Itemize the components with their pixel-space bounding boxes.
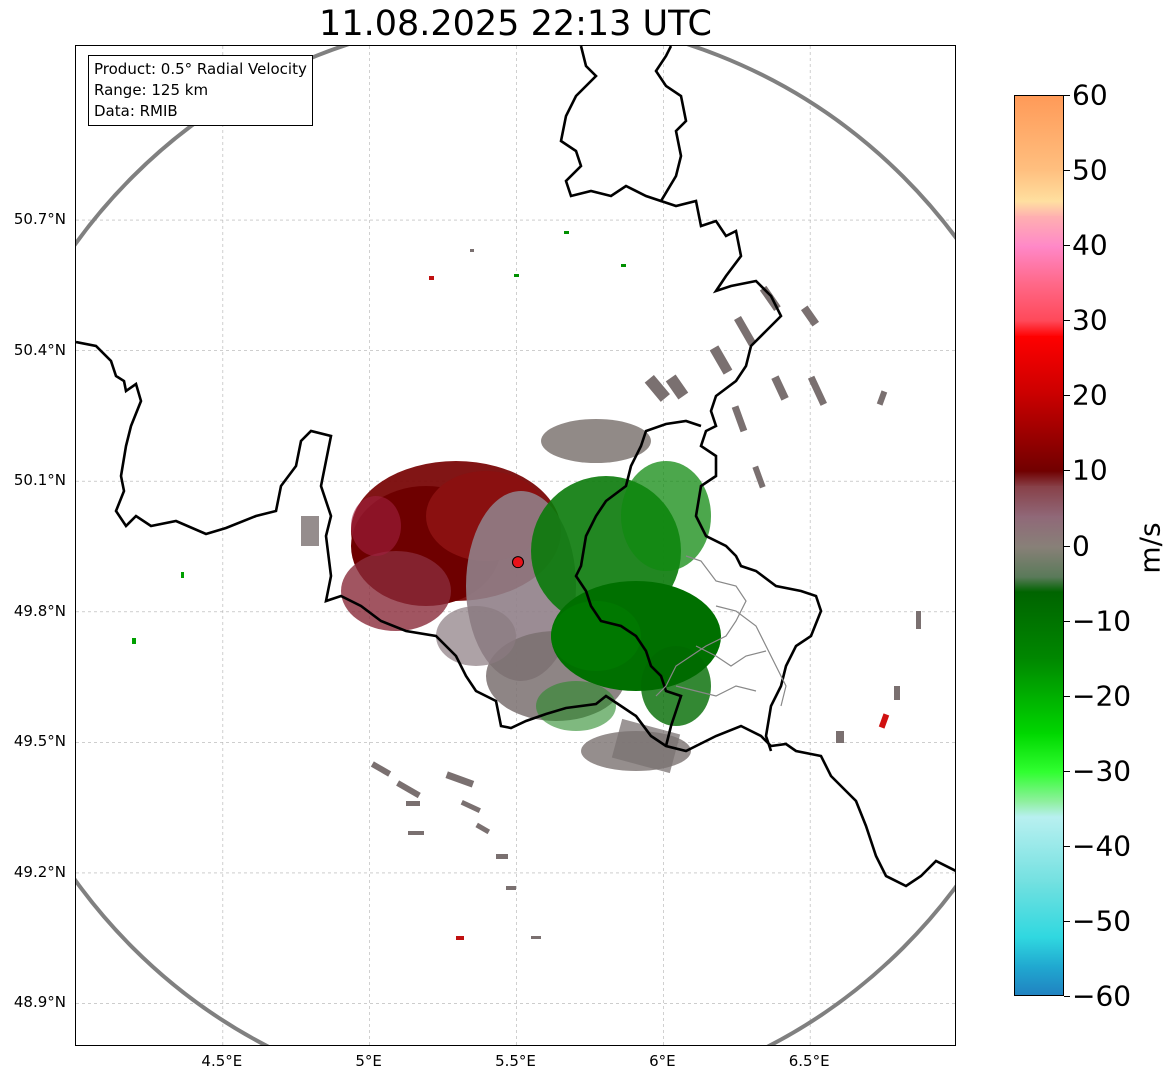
colorbar-tick (1064, 470, 1070, 472)
country-borders (76, 46, 955, 888)
colorbar-segment (1015, 771, 1063, 803)
radar-map-canvas[interactable] (76, 46, 956, 1046)
colorbar-tick-label: −40 (1072, 829, 1132, 863)
colorbar-tick-label: −10 (1072, 604, 1132, 638)
radar-site-marker[interactable] (511, 556, 524, 569)
colorbar-segment (1015, 246, 1063, 285)
lat-tick-label: 49.5°N (13, 732, 66, 751)
colorbar-segment (1015, 486, 1063, 517)
colorbar-tick-label: 50 (1072, 153, 1108, 187)
lat-tick-label: 50.1°N (13, 471, 66, 490)
colorbar-segment (1015, 321, 1063, 337)
lon-tick-label: 5.5°E (495, 1052, 536, 1070)
colorbar-tick (1064, 695, 1070, 697)
colorbar-tick-label: −50 (1072, 904, 1132, 938)
colorbar-segment (1015, 734, 1063, 773)
colorbar-segment (1015, 171, 1063, 202)
velocity-echoes (132, 231, 921, 940)
colorbar-segment (1015, 216, 1063, 247)
colorbar-tick (1064, 620, 1070, 622)
colorbar-segment (1015, 966, 1063, 995)
colorbar-segment (1015, 591, 1063, 660)
colorbar-segment (1015, 336, 1063, 397)
colorbar-tick-label: 0 (1072, 529, 1090, 562)
colorbar-tick (1064, 395, 1070, 397)
colorbar-segment (1015, 936, 1063, 968)
colorbar-tick-label: 20 (1072, 378, 1108, 412)
lat-tick-label: 49.8°N (13, 601, 66, 620)
colorbar-segment (1015, 201, 1063, 217)
colorbar-tick (1064, 996, 1070, 997)
colorbar-tick (1064, 320, 1070, 322)
lat-tick-label: 49.2°N (13, 862, 66, 881)
colorbar-tick-label: −30 (1072, 754, 1132, 788)
lat-tick-label: 48.9°N (13, 993, 66, 1012)
product-label: Product: 0.5° Radial Velocity (94, 60, 307, 78)
colorbar-segment (1015, 816, 1063, 885)
colorbar-tick-label: −60 (1072, 979, 1132, 1013)
data-source-label: Data: RMIB (94, 102, 178, 120)
colorbar-segment (1015, 884, 1063, 938)
colorbar-unit-label: m/s (1133, 522, 1167, 574)
lon-tick-label: 6°E (649, 1052, 676, 1070)
colorbar-tick (1064, 245, 1070, 247)
colorbar-segment (1015, 576, 1063, 593)
colorbar-segment (1015, 96, 1063, 172)
product-info-box: Product: 0.5° Radial Velocity Range: 125… (88, 55, 313, 126)
colorbar-tick (1064, 845, 1070, 847)
colorbar-tick-label: 40 (1072, 228, 1108, 262)
radar-map[interactable] (75, 45, 956, 1046)
velocity-colorbar (1014, 95, 1064, 996)
colorbar-segment (1015, 516, 1063, 547)
lon-tick-label: 4.5°E (201, 1052, 243, 1070)
range-label: Range: 125 km (94, 81, 209, 99)
colorbar-segment (1015, 546, 1063, 578)
colorbar-segment (1015, 283, 1063, 322)
colorbar-segment (1015, 659, 1063, 735)
lat-tick-label: 50.4°N (13, 340, 66, 359)
colorbar-tick (1064, 170, 1070, 172)
colorbar-tick (1064, 545, 1070, 547)
range-overlay (76, 46, 955, 1045)
colorbar-tick (1064, 920, 1070, 922)
colorbar-segment (1015, 801, 1063, 818)
lon-tick-label: 5°E (355, 1052, 382, 1070)
lat-tick-label: 50.7°N (13, 210, 66, 229)
scattered-echoes (132, 231, 921, 940)
colorbar-tick (1064, 770, 1070, 772)
colorbar-segment (1015, 471, 1063, 487)
colorbar-segment (1015, 396, 1063, 472)
colorbar-tick-label: 60 (1072, 78, 1108, 112)
colorbar-tick-label: 30 (1072, 303, 1108, 337)
colorbar-tick (1064, 95, 1070, 96)
colorbar-tick-label: −20 (1072, 679, 1132, 713)
colorbar-tick-label: 10 (1072, 453, 1108, 487)
lon-tick-label: 6.5°E (788, 1052, 830, 1070)
map-title: 11.08.2025 22:13 UTC (319, 4, 712, 44)
